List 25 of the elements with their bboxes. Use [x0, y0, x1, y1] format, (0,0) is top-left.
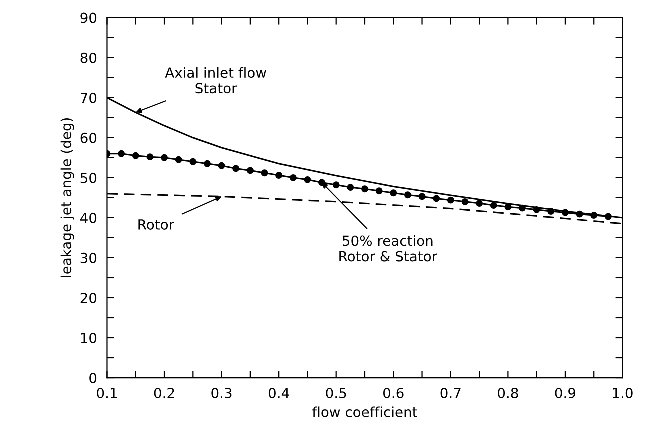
y-tick-label: 30: [80, 252, 97, 264]
x-tick-label: 0.1: [97, 388, 117, 398]
y-tick-label: 20: [80, 292, 97, 304]
y-tick-label: 60: [80, 132, 97, 144]
y-tick-label: 0: [90, 372, 97, 384]
x-tick-label: 0.3: [212, 388, 232, 398]
x-tick-label: 0.5: [326, 388, 346, 398]
text: 50% reaction Rotor & Stator: [340, 235, 438, 262]
y-tick-label: 80: [80, 52, 97, 64]
x-tick-label: 0.7: [440, 388, 461, 398]
series-label: Rotor: [138, 220, 175, 230]
x-axis-title: flow coefficient: [312, 406, 418, 418]
y-tick-label: 10: [81, 332, 97, 344]
y-axis-title: leakage jet angle (deg): [60, 118, 74, 278]
x-tick-label: 0.9: [555, 388, 576, 398]
y-tick-label: 70: [80, 92, 97, 104]
y-tick-label: 40: [80, 212, 97, 224]
x-tick-label: 0.8: [498, 388, 518, 398]
text: Axial inlet flow Stator: [165, 67, 266, 94]
y-tick-label: 90: [80, 12, 97, 24]
x-tick-label: 0.4: [268, 388, 290, 398]
y-tick-label: 50: [80, 172, 97, 184]
x-tick-label: 0.6: [384, 388, 404, 398]
x-tick-label: 0.2: [154, 388, 174, 398]
x-tick-label: 1.0: [613, 388, 633, 398]
